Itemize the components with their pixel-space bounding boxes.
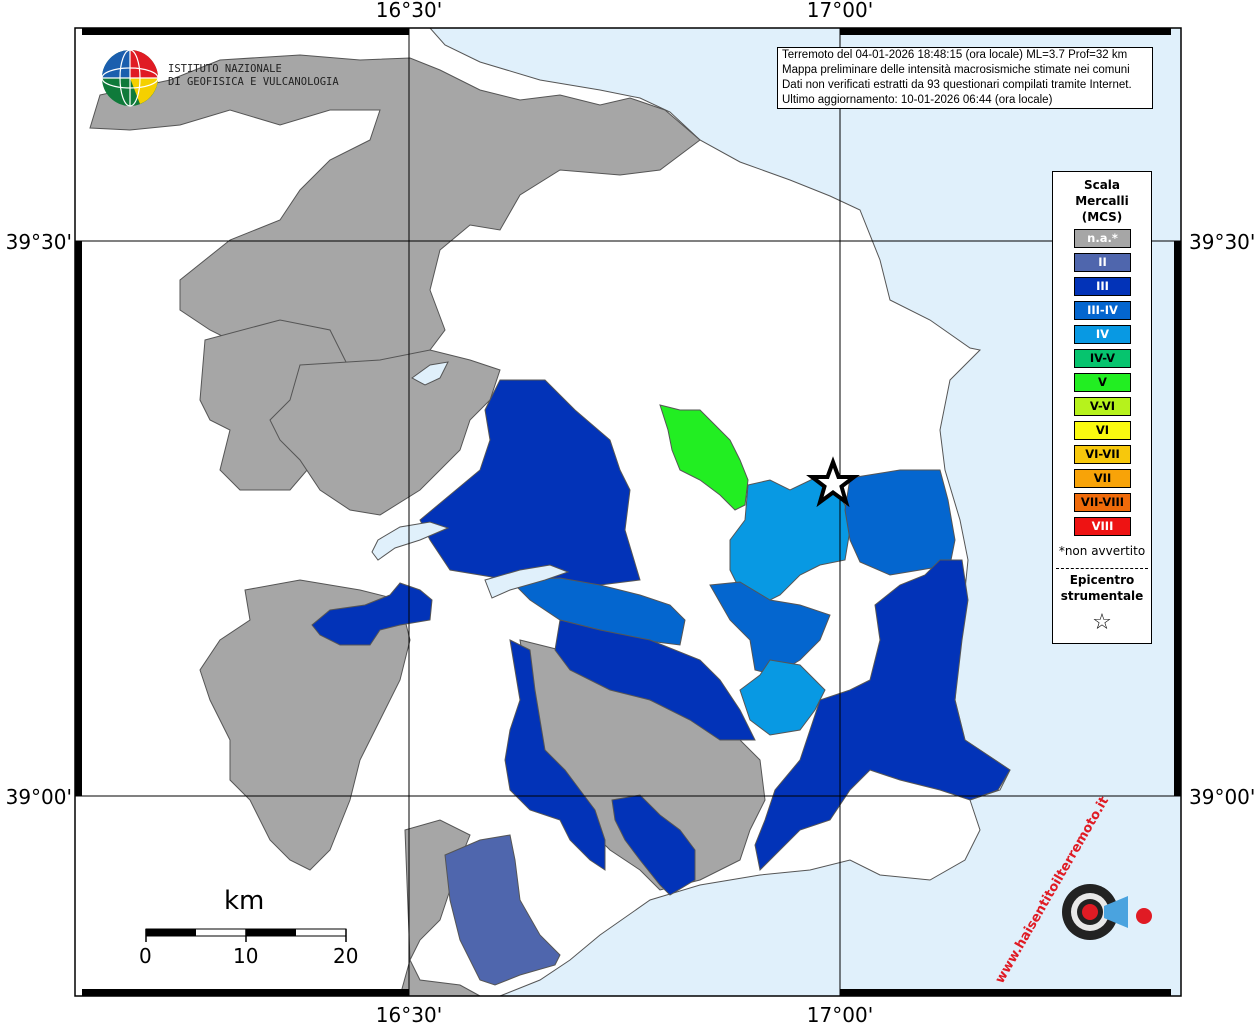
region-na bbox=[269, 349, 501, 516]
lake bbox=[484, 564, 570, 599]
legend: Scala Mercalli (MCS) n.a.* II III III-IV IV I… bbox=[1052, 171, 1152, 644]
legend-swatch: VIII bbox=[1074, 517, 1131, 536]
legend-swatch: IV bbox=[1074, 325, 1131, 344]
frame-bars bbox=[75, 28, 1181, 996]
legend-swatch: n.a.* bbox=[1074, 229, 1131, 248]
legend-title-line-2: Mercalli bbox=[1075, 194, 1129, 208]
ingv-logo-icon bbox=[101, 49, 159, 107]
legend-swatch: VII bbox=[1074, 469, 1131, 488]
region-III bbox=[754, 559, 1011, 872]
tick-right-1: 39°30' bbox=[1189, 230, 1254, 254]
region-III-IV bbox=[508, 577, 686, 646]
region-na bbox=[89, 54, 701, 391]
scale-label-0: 0 bbox=[139, 944, 152, 968]
legend-note: *non avvertito bbox=[1058, 544, 1146, 558]
info-box: Terremoto del 04-01-2026 18:48:15 (ora l… bbox=[777, 47, 1153, 109]
legend-swatch: V-VI bbox=[1074, 397, 1131, 416]
legend-epicenter-line-2: strumentale bbox=[1060, 589, 1144, 603]
legend-swatch: V bbox=[1074, 373, 1131, 392]
info-line-description: Mappa preliminare delle intensità macros… bbox=[782, 64, 1130, 76]
legend-epicenter-line-1: Epicentro bbox=[1069, 573, 1135, 587]
region-III bbox=[611, 794, 696, 896]
institute-line-1: ISTITUTO NAZIONALE bbox=[168, 63, 282, 75]
scale-unit: km bbox=[224, 886, 265, 916]
info-line-updated: Ultimo aggiornamento: 10-01-2026 06:44 (… bbox=[782, 94, 1053, 106]
region-IV bbox=[729, 477, 851, 606]
legend-title: Scala Mercalli (MCS) bbox=[1053, 177, 1151, 225]
region-III-IV bbox=[844, 469, 956, 576]
tick-left-2: 39°00' bbox=[6, 785, 72, 809]
institute-name: ISTITUTO NAZIONALE DI GEOFISICA E VULCAN… bbox=[168, 63, 339, 89]
tick-top-1: 16°30' bbox=[376, 0, 442, 22]
haisentito-logo-icon bbox=[1062, 884, 1152, 940]
scale-bar bbox=[145, 928, 347, 942]
legend-swatch: II bbox=[1074, 253, 1131, 272]
scale-label-10: 10 bbox=[233, 944, 259, 968]
tick-top-2: 17°00' bbox=[807, 0, 873, 22]
scale-label-20: 20 bbox=[333, 944, 359, 968]
legend-title-line-3: (MCS) bbox=[1081, 210, 1123, 224]
region-III bbox=[554, 619, 756, 741]
region-V bbox=[659, 404, 749, 511]
institute-line-2: DI GEOFISICA E VULCANOLOGIA bbox=[168, 76, 339, 88]
region-II bbox=[444, 834, 561, 986]
legend-swatch: VI-VII bbox=[1074, 445, 1131, 464]
legend-swatch: III-IV bbox=[1074, 301, 1131, 320]
legend-separator bbox=[1056, 568, 1148, 569]
info-line-event: Terremoto del 04-01-2026 18:48:15 (ora l… bbox=[782, 49, 1128, 61]
tick-bottom-1: 16°30' bbox=[376, 1003, 442, 1024]
graticule bbox=[75, 28, 1181, 996]
legend-swatch: III bbox=[1074, 277, 1131, 296]
tick-left-1: 39°30' bbox=[6, 230, 72, 254]
epicenter-star-icon bbox=[806, 456, 860, 508]
legend-epicenter-label: Epicentro strumentale bbox=[1053, 572, 1151, 604]
region-IV bbox=[739, 659, 826, 736]
tick-bottom-2: 17°00' bbox=[807, 1003, 873, 1024]
legend-swatch: VII-VIII bbox=[1074, 493, 1131, 512]
region-III-IV bbox=[709, 581, 831, 676]
region-III bbox=[311, 582, 433, 646]
legend-swatch: VI bbox=[1074, 421, 1131, 440]
info-line-source: Dati non verificati estratti da 93 quest… bbox=[782, 79, 1132, 91]
legend-star-icon: ☆ bbox=[1092, 610, 1112, 635]
region-III bbox=[504, 639, 606, 871]
legend-swatch: IV-V bbox=[1074, 349, 1131, 368]
lake bbox=[371, 521, 450, 561]
tick-right-2: 39°00' bbox=[1189, 785, 1254, 809]
legend-title-line-1: Scala bbox=[1083, 178, 1121, 192]
lake bbox=[411, 361, 449, 386]
